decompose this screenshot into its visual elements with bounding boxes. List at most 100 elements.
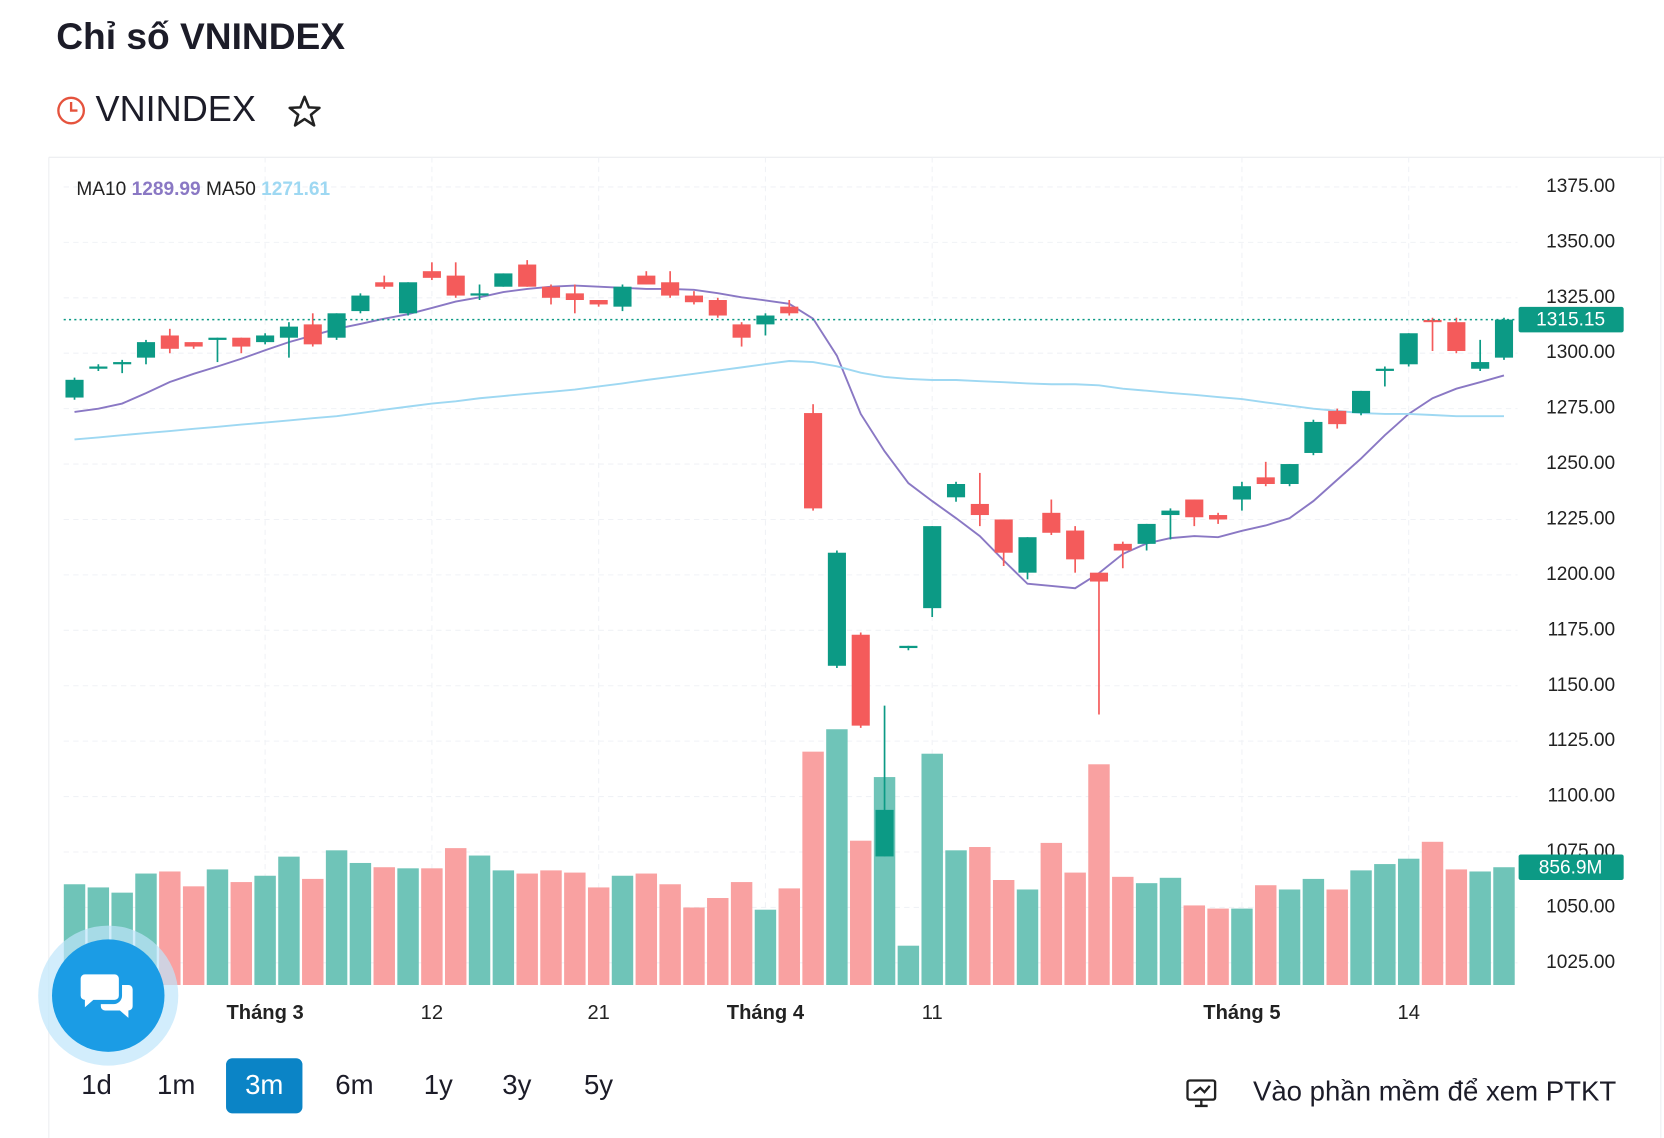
volume-bar bbox=[826, 729, 848, 985]
legend-name: MA10 bbox=[76, 179, 126, 200]
favorite-star[interactable] bbox=[288, 95, 321, 127]
volume-bar bbox=[659, 884, 681, 985]
y-tick-label: 1025.00 bbox=[1546, 952, 1615, 973]
volume-bar bbox=[278, 856, 300, 985]
y-tick-label: 1275.00 bbox=[1546, 398, 1615, 419]
candle-body bbox=[851, 634, 870, 726]
range-buttons: 1d 1m 3m 6m 1y 3y 5y bbox=[81, 1058, 613, 1114]
chat-button[interactable] bbox=[38, 925, 179, 1066]
candle-body bbox=[136, 342, 156, 358]
candle-body bbox=[946, 484, 966, 498]
candle-body bbox=[1423, 319, 1442, 323]
range-button[interactable]: 1d bbox=[81, 1069, 112, 1100]
candle-body bbox=[684, 295, 704, 303]
volume-bar bbox=[897, 945, 920, 985]
volume-bar bbox=[1159, 877, 1182, 985]
chat-icon bbox=[100, 985, 133, 1018]
volume-bar bbox=[540, 870, 562, 985]
x-tick-label: 21 bbox=[587, 1002, 609, 1024]
range-button[interactable]: 1y bbox=[424, 1069, 453, 1100]
x-tick-label: Tháng 5 bbox=[1203, 1002, 1280, 1024]
plot bbox=[63, 260, 1518, 985]
volume-bar bbox=[468, 855, 491, 985]
volume-bar bbox=[683, 907, 705, 985]
candle-body bbox=[1375, 368, 1394, 371]
volume-bar bbox=[754, 909, 777, 985]
volume-bar bbox=[969, 847, 991, 985]
x-tick-label: 12 bbox=[421, 1002, 443, 1024]
x-tick-label: Tháng 3 bbox=[226, 1002, 303, 1024]
volume-bar bbox=[1326, 889, 1348, 985]
candle-body bbox=[1280, 464, 1299, 485]
candle-body bbox=[184, 342, 203, 347]
volume-bar bbox=[1469, 871, 1491, 985]
ma-line bbox=[74, 360, 1504, 441]
volume-bar bbox=[1255, 885, 1277, 985]
candle-body bbox=[1018, 537, 1037, 573]
candle-body bbox=[89, 366, 108, 369]
footer-link[interactable]: Vào phần mềm để xem PTKT bbox=[1186, 1076, 1617, 1108]
candle-body bbox=[732, 324, 751, 338]
range-button[interactable]: 3m bbox=[245, 1069, 283, 1100]
candle-body bbox=[422, 271, 441, 278]
range-button[interactable]: 6m bbox=[335, 1069, 373, 1100]
y-tick-label: 1050.00 bbox=[1546, 896, 1615, 917]
candle-body bbox=[494, 273, 513, 287]
legend-value: 1289.99 bbox=[132, 179, 201, 200]
volume-bar bbox=[707, 898, 729, 985]
y-tick-label: 1125.00 bbox=[1548, 730, 1616, 751]
volume-bar bbox=[1112, 876, 1134, 985]
candle-body bbox=[1185, 499, 1204, 518]
candle-body bbox=[375, 282, 394, 287]
volume-bar bbox=[802, 751, 824, 985]
candle-body bbox=[899, 645, 918, 649]
y-tick-label: 1150.00 bbox=[1548, 675, 1616, 696]
candle-body bbox=[1471, 362, 1490, 369]
candle-body bbox=[208, 337, 227, 340]
range-button[interactable]: 5y bbox=[584, 1069, 613, 1100]
candle-body bbox=[708, 300, 727, 316]
candle-body bbox=[780, 306, 799, 314]
volume-bar bbox=[850, 840, 872, 985]
range-button[interactable]: 3y bbox=[502, 1069, 531, 1100]
y-tick-label: 1200.00 bbox=[1546, 564, 1615, 585]
footer-text[interactable]: Vào phần mềm để xem PTKT bbox=[1253, 1076, 1616, 1107]
y-tick-label: 1175.00 bbox=[1548, 619, 1616, 640]
legend: MA10 1289.99 MA50 1271.61 bbox=[76, 179, 330, 200]
volume-bar bbox=[373, 867, 395, 985]
volume-bar bbox=[1207, 908, 1229, 985]
candle-body bbox=[1256, 477, 1275, 485]
price-label-box bbox=[1518, 306, 1624, 333]
y-tick-label: 1325.00 bbox=[1546, 287, 1615, 308]
volume-bar bbox=[1374, 864, 1396, 985]
volume-bar bbox=[254, 875, 276, 985]
candle-body bbox=[1304, 421, 1323, 453]
volume-bar bbox=[230, 882, 253, 985]
axes: 1025.001050.001075.001100.001125.001150.… bbox=[226, 176, 1624, 1024]
volume-bar bbox=[492, 870, 515, 985]
y-tick-label: 1100.00 bbox=[1548, 786, 1616, 807]
symbol: VNINDEX bbox=[96, 88, 256, 129]
legend-item: MA10 1289.99 MA50 1271.61 bbox=[76, 179, 330, 200]
volume-bar bbox=[325, 850, 348, 985]
candle-body bbox=[351, 295, 370, 312]
range-button[interactable]: 1m bbox=[157, 1069, 195, 1100]
chat-icon bbox=[80, 974, 119, 1008]
volume-bar bbox=[1088, 764, 1110, 985]
volume-bar bbox=[349, 862, 372, 985]
candle-body bbox=[1232, 486, 1251, 500]
volume-bar bbox=[730, 882, 753, 985]
x-tick-label: Tháng 4 bbox=[727, 1002, 805, 1024]
candle-body bbox=[1399, 333, 1418, 365]
volume-bar bbox=[421, 868, 443, 985]
candle-body bbox=[303, 324, 322, 345]
candle-body bbox=[1447, 322, 1466, 351]
candle-body bbox=[65, 379, 84, 398]
volume-bar bbox=[1421, 841, 1444, 985]
range-button-bg[interactable] bbox=[226, 1058, 303, 1114]
volume-bar bbox=[1445, 869, 1468, 985]
candle-body bbox=[232, 337, 251, 347]
volume-bar bbox=[992, 880, 1015, 985]
